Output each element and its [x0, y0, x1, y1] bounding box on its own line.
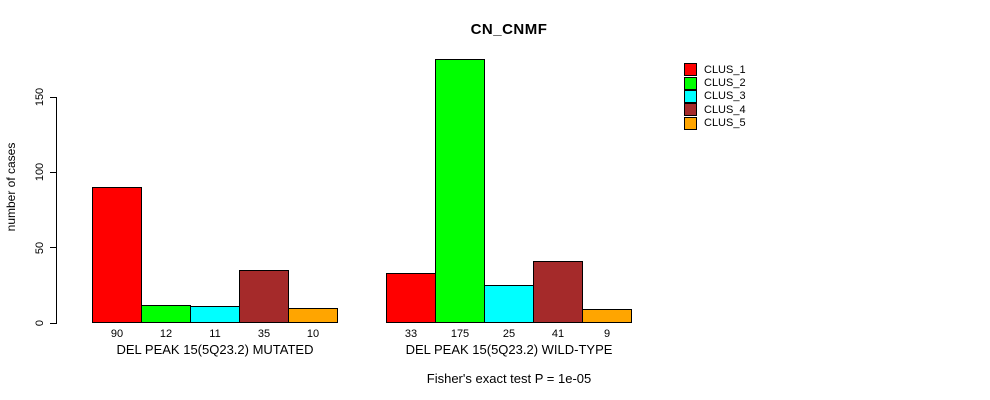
- legend-item-label: CLUS_1: [704, 63, 746, 76]
- bar-value-label: 33: [404, 328, 418, 340]
- y-tick-mark: [50, 247, 57, 249]
- bar-value-label: 41: [551, 328, 565, 340]
- bar-clus_2-group1: [141, 305, 191, 323]
- bar-clus_1-group1: [92, 187, 142, 323]
- bar-clus_4-group2: [533, 261, 583, 323]
- y-tick-mark: [50, 322, 57, 324]
- legend-swatch: [684, 103, 697, 117]
- bar-value-label: 10: [306, 328, 320, 340]
- bar-clus_1-group2: [386, 273, 436, 323]
- chart-title: CN_CNMF: [470, 21, 548, 38]
- bar-clus_5-group2: [582, 309, 632, 323]
- y-tick-mark: [50, 171, 57, 173]
- y-tick-mark: [50, 96, 57, 98]
- bar-clus_4-group1: [239, 270, 289, 323]
- bar-value-label: 175: [450, 328, 470, 340]
- legend-item: CLUS_4: [684, 103, 746, 117]
- y-tick-label: 100: [34, 163, 46, 182]
- legend: CLUS_1 CLUS_2 CLUS_3 CLUS_4 CLUS_5: [684, 63, 746, 130]
- bar-value-label: 11: [209, 328, 221, 340]
- bar-clus_3-group1: [190, 306, 240, 323]
- bar-clus_3-group2: [484, 285, 534, 323]
- legend-swatch: [684, 116, 697, 130]
- legend-item: CLUS_2: [684, 76, 746, 90]
- legend-item: CLUS_1: [684, 63, 746, 77]
- bar-value-label: 25: [502, 328, 516, 340]
- legend-swatch: [684, 89, 697, 103]
- bar-clus_2-group2: [435, 59, 485, 323]
- legend-item-label: CLUS_5: [704, 117, 746, 130]
- bar-value-label: 35: [257, 328, 271, 340]
- group-axis-label: DEL PEAK 15(5Q23.2) MUTATED: [116, 342, 314, 357]
- chart-annotation: Fisher's exact test P = 1e-05: [426, 371, 592, 386]
- y-axis-label: number of cases: [4, 142, 18, 232]
- legend-swatch: [684, 76, 697, 90]
- bar-value-label: 90: [110, 328, 124, 340]
- legend-item-label: CLUS_3: [704, 90, 746, 103]
- group-axis-label: DEL PEAK 15(5Q23.2) WILD-TYPE: [405, 342, 613, 357]
- y-axis-line: [56, 97, 57, 324]
- bar-value-label: 9: [603, 328, 611, 340]
- y-tick-label: 0: [34, 319, 46, 327]
- y-tick-label: 50: [34, 241, 46, 254]
- legend-item-label: CLUS_2: [704, 77, 746, 90]
- bar-value-label: 12: [159, 328, 173, 340]
- bar-clus_5-group1: [288, 308, 338, 323]
- legend-item: CLUS_3: [684, 89, 746, 103]
- legend-item-label: CLUS_4: [704, 103, 746, 116]
- legend-swatch: [684, 63, 697, 77]
- y-tick-label: 150: [34, 87, 46, 107]
- legend-item: CLUS_5: [684, 116, 746, 130]
